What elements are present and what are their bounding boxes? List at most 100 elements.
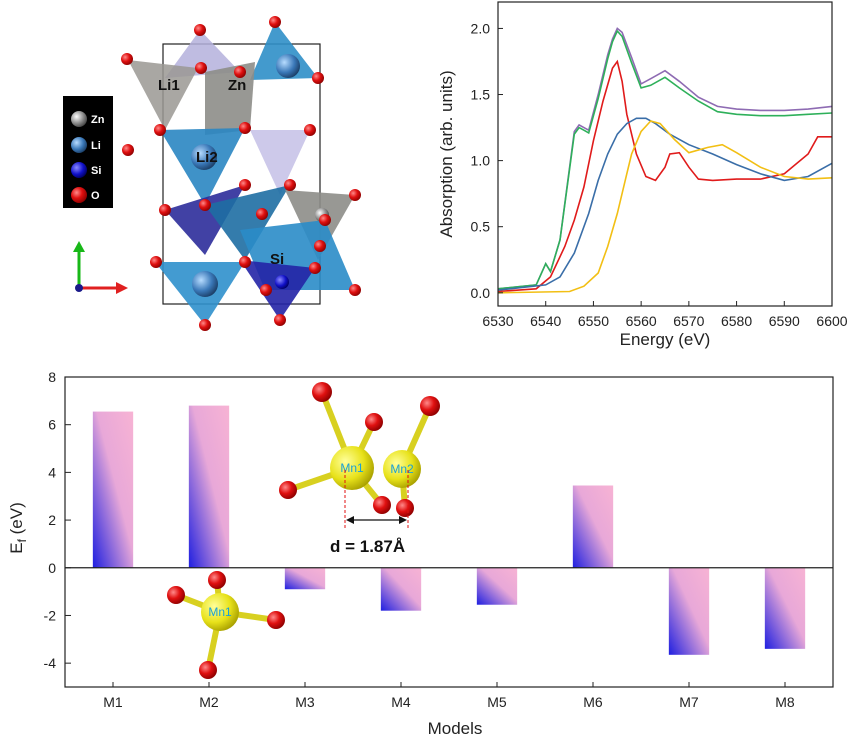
mn-dimer-inset: Mn1 Mn2 d = 1.87Å <box>279 382 440 556</box>
bar-x-tick-label: M4 <box>391 694 411 710</box>
bar-M4 <box>380 567 422 611</box>
o-atom <box>167 586 185 604</box>
o-atom <box>234 66 246 78</box>
o-atom <box>199 199 211 211</box>
bar-M1 <box>92 411 134 568</box>
o-atom <box>312 72 324 84</box>
o-atom <box>260 284 272 296</box>
unit-cell-box <box>162 43 321 305</box>
o-atom <box>373 496 391 514</box>
bar-y-tick-label: -4 <box>44 655 57 671</box>
o-atom <box>121 53 133 65</box>
o-atom <box>304 124 316 136</box>
bar-x-tick-label: M3 <box>295 694 315 710</box>
axis-triad-y-arrow <box>73 241 85 252</box>
xanes-series-line-2 <box>497 29 833 290</box>
tetrahedron <box>250 22 318 80</box>
xanes-y-tick-label: 0.0 <box>471 285 491 301</box>
legend-label-si: Si <box>91 165 101 177</box>
li-atom <box>191 144 217 170</box>
o-atom <box>194 24 206 36</box>
bar-x-tick-label: M2 <box>199 694 219 710</box>
o-atom <box>122 144 134 156</box>
xanes-axes: 6530 6540 6550 6560 6570 6580 6590 6600 0.0 0.5 1.… <box>471 20 848 329</box>
o-atom <box>239 179 251 191</box>
xanes-series-line-1 <box>497 27 833 290</box>
o-atom <box>365 413 383 431</box>
site-label-si: Si <box>270 251 284 268</box>
bar-M5 <box>476 567 518 605</box>
site-label-li1: Li1 <box>158 77 180 94</box>
tetrahedron <box>205 185 290 260</box>
distance-arrow-head <box>399 516 407 524</box>
li-atom <box>276 54 300 78</box>
xanes-y-label: Absorption (arb. units) <box>437 70 456 237</box>
xanes-plot-frame <box>497 1 833 307</box>
o-atom <box>309 262 321 274</box>
legend-label-zn: Zn <box>91 114 105 126</box>
o-atom <box>239 122 251 134</box>
bar-M7 <box>668 567 710 655</box>
mn1-label-monomer: Mn1 <box>208 605 232 619</box>
o-atom <box>195 62 207 74</box>
mn-atom <box>201 593 239 631</box>
li-legend-icon <box>71 137 87 153</box>
o-atom <box>159 204 171 216</box>
o-legend-icon <box>71 187 87 203</box>
formation-energy-chart: M1 M2 M3 M4 M5 M6 M7 M8 -4 -2 0 2 4 6 8 Models Ef (eV)… <box>7 369 834 738</box>
o-atom <box>269 16 281 28</box>
xanes-x-tick-label: 6560 <box>626 313 657 329</box>
o-atom <box>267 611 285 629</box>
xanes-series <box>497 27 833 294</box>
bar-y-tick-label: 6 <box>48 417 56 433</box>
tetrahedron <box>250 130 310 195</box>
bar-y-tick-label: 8 <box>48 369 56 385</box>
xanes-x-tick-label: 6540 <box>530 313 561 329</box>
xanes-series-line-4 <box>497 117 833 291</box>
o-atom <box>420 396 440 416</box>
o-atom <box>150 256 162 268</box>
o-atom <box>319 214 331 226</box>
si-legend-icon <box>71 162 87 178</box>
distance-arrow-head <box>346 516 354 524</box>
xanes-x-tick-label: 6530 <box>482 313 513 329</box>
xanes-x-tick-label: 6580 <box>721 313 752 329</box>
mn-monomer-inset: Mn1 <box>167 571 285 679</box>
mn2-label: Mn2 <box>390 462 414 476</box>
o-atom <box>349 284 361 296</box>
xanes-y-tick-label: 1.0 <box>471 153 491 169</box>
bar-M3 <box>284 567 326 590</box>
o-atom <box>199 661 217 679</box>
bar-y-tick-label: 4 <box>48 464 56 480</box>
o-atom <box>239 256 251 268</box>
bars <box>92 405 806 655</box>
xanes-y-tick-label: 0.5 <box>471 219 491 235</box>
xanes-x-tick-label: 6570 <box>673 313 704 329</box>
o-atom <box>199 319 211 331</box>
bar-M8 <box>764 567 806 649</box>
o-atom <box>279 481 297 499</box>
bar-y-tick-label: 2 <box>48 512 56 528</box>
bar-x-tick-label: M8 <box>775 694 795 710</box>
bar-x-label: Models <box>428 719 483 738</box>
tetrahedron <box>240 260 315 320</box>
bar-x-tick-label: M6 <box>583 694 603 710</box>
o-atom <box>312 382 332 402</box>
bar-y-tick-label: -2 <box>44 607 57 623</box>
bar-x-tick-label: M7 <box>679 694 699 710</box>
crystal-structure: Li1 Zn Li2 Si Zn Li Si O <box>63 16 361 331</box>
mn1-atom <box>330 446 374 490</box>
bar-M2 <box>188 405 230 568</box>
site-label-zn: Zn <box>228 77 246 94</box>
o-atom <box>396 499 414 517</box>
o-atom <box>208 571 226 589</box>
bar-axes: M1 M2 M3 M4 M5 M6 M7 M8 -4 -2 0 2 4 6 8 <box>44 369 795 710</box>
element-legend <box>63 96 113 208</box>
o-atom <box>154 124 166 136</box>
zn-legend-icon <box>71 111 87 127</box>
site-label-li2: Li2 <box>196 149 218 166</box>
xanes-chart: 6530 6540 6550 6560 6570 6580 6590 6600 0.0 0.5 1.… <box>437 1 848 349</box>
legend-label-o: O <box>91 190 100 202</box>
